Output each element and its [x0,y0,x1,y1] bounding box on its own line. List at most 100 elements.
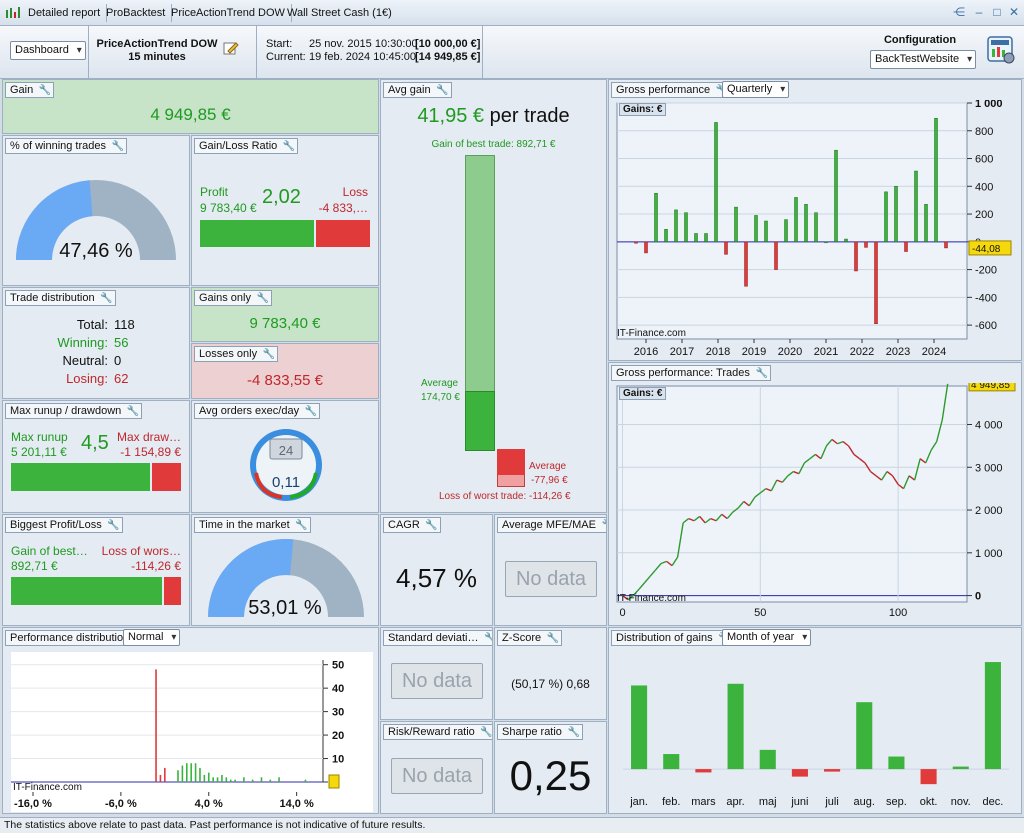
gain-title: Gain 🔧 [5,82,55,98]
bar [884,191,888,243]
tab-strategy[interactable]: PriceActionTrend DOW [165,4,292,22]
equity-segment [870,470,877,477]
avg-gain-headline: 41,95 € per trade [381,105,606,128]
equity-segment [699,515,706,524]
equity-segment [765,488,772,492]
distribution-of-gains-panel: Distribution of gains🔧 Month of year jan… [608,627,1022,814]
wrench-icon[interactable]: 🔧 [100,293,113,304]
x-tick-label: 14,0 % [280,798,314,810]
equity-segment [814,453,822,460]
edit-icon[interactable] [223,40,239,59]
wrench-icon[interactable]: 🔧 [295,520,308,531]
configuration-select[interactable]: BackTestWebsite [870,50,977,69]
equity-segment [660,560,667,565]
total-count: 118 [114,317,135,332]
wrench-icon[interactable]: 🔧 [567,727,580,738]
trade-distribution-title: Trade distribution 🔧 [5,290,116,306]
wrench-icon[interactable]: 🔧 [256,293,269,304]
histogram-bar [199,767,201,782]
month-label: dec. [983,796,1004,808]
equity-segment [622,595,629,601]
histogram-bar [304,779,307,782]
total-label: Total: [76,317,108,332]
close-icon[interactable]: ✕ [1008,5,1020,19]
distribution-period-select[interactable]: Month of year [722,629,812,646]
equity-segment [919,458,927,464]
equity-segment [825,439,833,447]
y-tick-label: -200 [975,265,997,277]
wrench-icon[interactable]: 🔧 [602,518,607,533]
z-score-value: (50,17 %) 0,68 [511,677,590,691]
month-label: juli [824,796,838,808]
average-loss-value: -77,96 € [531,475,568,486]
title-bar: Detailed report ProBacktest PriceActionT… [0,0,1024,26]
distribution-mode-select[interactable]: Normal [123,629,181,646]
sharpe-ratio-panel: Sharpe ratio 🔧 0,25 [494,721,607,814]
wrench-icon[interactable]: 🔧 [126,406,140,417]
wrench-icon[interactable]: 🔧 [425,520,438,531]
bar [684,212,688,243]
wrench-icon[interactable]: 🔧 [111,141,124,152]
average-loss-bar [497,449,525,475]
histogram-bar [155,669,157,782]
month-bar [824,769,841,772]
equity-segment [837,440,844,445]
distribution-of-gains-chart: jan. feb. mars apr. maj juni juli aug. sep. okt. n… [623,662,1009,808]
equity-segment [644,575,651,584]
month-label: maj [759,796,777,808]
std-dev-panel: Standard deviati…🔧 No data [380,627,493,720]
wrench-icon[interactable]: 🔧 [484,631,492,646]
histogram-bar [229,779,232,782]
histogram-bar [243,777,245,782]
wrench-icon[interactable]: 🔧 [282,141,296,152]
equity-segment [897,483,905,490]
y-tick-label: 600 [975,154,993,166]
tab-instrument[interactable]: Wall Street Cash (1€) [287,7,392,19]
winning-label: Winning: [57,335,108,350]
tab-probacktest[interactable]: ProBacktest [100,4,173,22]
average-gain-value: 174,70 € [421,392,460,403]
best-gain-value: 892,71 € [11,559,58,573]
maximize-icon[interactable]: □ [993,5,1001,19]
max-runup-value: 5 201,11 € [11,445,67,459]
bar [854,241,858,272]
bar [814,212,818,243]
month-bar [888,756,905,770]
dashboard-select[interactable]: Dashboard [10,41,86,60]
x-tick-label: 2016 [634,346,658,358]
histogram-bar [225,777,228,782]
wrench-icon[interactable]: 🔧 [107,520,120,531]
trade-distribution-panel: Trade distribution 🔧 Total: 118 Winning: … [2,287,190,399]
equity-segment [676,522,684,558]
y-tick-label: 40 [332,683,344,695]
avg-gain-value: 41,95 € [417,105,485,127]
x-tick-label: 2018 [706,346,730,358]
wrench-icon[interactable]: 🔧 [38,85,52,96]
wrench-icon[interactable]: 🔧 [304,406,318,417]
performance-distribution-title: Performance distribution🔧 [5,630,151,646]
distribution-of-gains-title: Distribution of gains🔧 [611,630,734,646]
report-settings-icon[interactable] [986,35,1016,68]
histogram-bar [177,770,179,782]
wrench-icon[interactable]: 🔧 [436,85,449,96]
profit-value: 9 783,40 € [200,201,257,215]
gross-performance-chart: -600-400-20002004006008001 0002016201720… [616,100,1012,358]
avg-gain-title: Avg gain 🔧 [383,82,452,98]
gross-performance-period-select[interactable]: Quarterly [722,81,790,98]
last-value-box [328,774,340,789]
equity-segment [655,563,662,571]
wrench-icon[interactable]: 🔧 [755,368,768,379]
wrench-icon[interactable]: 🔧 [262,349,276,360]
equity-segment [627,594,634,601]
losing-label: Losing: [66,371,108,386]
y-tick-label: 1 000 [975,548,1003,560]
gains-only-value: 9 783,40 € [249,315,321,332]
share-icon[interactable]: ⋲ [953,5,965,19]
performance-distribution-panel: Performance distribution🔧 Normal 50 40 30 2… [2,627,379,814]
minimize-icon[interactable]: – [975,5,983,19]
tab-detailed-report[interactable]: Detailed report [22,4,108,22]
wrench-icon[interactable]: 🔧 [480,727,493,738]
watermark: IT-Finance.com [617,328,686,339]
wrench-icon[interactable]: 🔧 [546,633,560,644]
month-bar [791,769,808,777]
